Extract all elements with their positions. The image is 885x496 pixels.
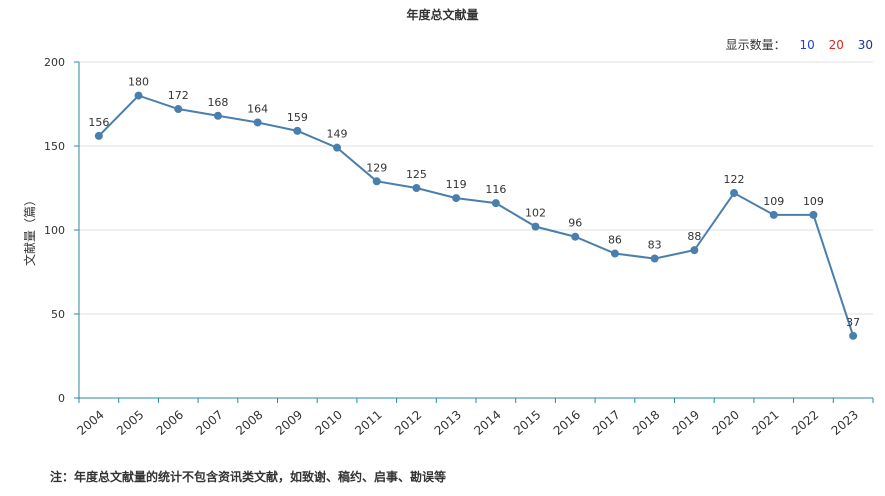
data-point [213,111,222,120]
display-count-30-button[interactable]: 30 [857,38,873,52]
data-point [253,118,262,127]
data-point [690,246,699,255]
x-tick-label: 2011 [352,408,384,438]
series-line [98,94,855,337]
data-point [610,249,619,258]
data-point [452,194,461,203]
data-point [531,222,540,231]
x-tick-label: 2007 [193,408,225,438]
x-tick-label: 2008 [233,408,265,438]
data-label: 172 [168,89,189,102]
data-point [730,189,739,198]
data-point [333,143,342,152]
data-point [769,210,778,219]
x-tick-label: 2016 [551,408,583,438]
data-point [809,210,818,219]
display-count-20-button[interactable]: 20 [828,38,844,52]
x-tick-label: 2014 [471,408,503,438]
data-label: 156 [88,116,109,129]
data-label: 125 [406,168,427,181]
x-tick-label: 2022 [789,408,821,438]
x-tick-label: 2004 [74,408,106,438]
data-point [849,331,858,340]
data-label: 88 [687,230,701,243]
data-label: 149 [327,128,348,141]
x-tick-label: 2005 [114,408,146,438]
x-tick-label: 2013 [432,408,464,438]
x-tick-label: 2015 [511,408,543,438]
footnote: 注：年度总文献量的统计不包含资讯类文献，如致谢、稿约、启事、勘误等 [50,470,447,484]
y-tick-label: 0 [58,392,65,405]
data-label: 119 [446,178,467,191]
x-tick-label: 2017 [590,408,622,438]
data-point [134,91,143,100]
data-point [293,126,302,135]
data-label: 86 [608,234,622,247]
x-tick-label: 2009 [273,408,305,438]
data-label: 164 [247,102,268,115]
x-tick-label: 2010 [313,408,345,438]
data-point [372,177,381,186]
data-point [94,131,103,140]
data-label: 168 [207,96,228,109]
x-tick-label: 2021 [749,408,781,438]
data-point [571,232,580,241]
data-label: 37 [846,316,860,329]
data-label: 109 [763,195,784,208]
data-label: 83 [648,239,662,252]
data-label: 129 [366,161,387,174]
display-count-selector: 显示数量： 10 20 30 [726,36,873,53]
data-label: 180 [128,76,149,89]
data-label: 96 [568,217,582,230]
chart-title: 年度总文献量 [406,8,479,22]
x-tick-label: 2018 [630,408,662,438]
x-tick-label: 2006 [154,408,186,438]
x-tick-label: 2012 [392,408,424,438]
x-tick-label: 2023 [829,408,861,438]
y-tick-label: 200 [44,56,65,69]
data-point [412,184,421,192]
y-axis-label: 文献量（篇） [22,194,37,266]
y-tick-label: 100 [44,224,65,237]
data-label: 116 [485,183,506,196]
display-count-10-button[interactable]: 10 [799,38,815,52]
y-tick-label: 150 [44,140,65,153]
y-tick-label: 50 [51,308,65,321]
x-tick-label: 2020 [710,408,742,438]
data-label: 109 [803,195,824,208]
data-label: 102 [525,207,546,220]
data-point [174,105,183,114]
data-label: 159 [287,111,308,124]
data-label: 122 [724,173,745,186]
data-point [491,199,500,208]
x-tick-label: 2019 [670,408,702,438]
data-point [650,254,659,263]
display-count-label: 显示数量： [725,38,786,52]
